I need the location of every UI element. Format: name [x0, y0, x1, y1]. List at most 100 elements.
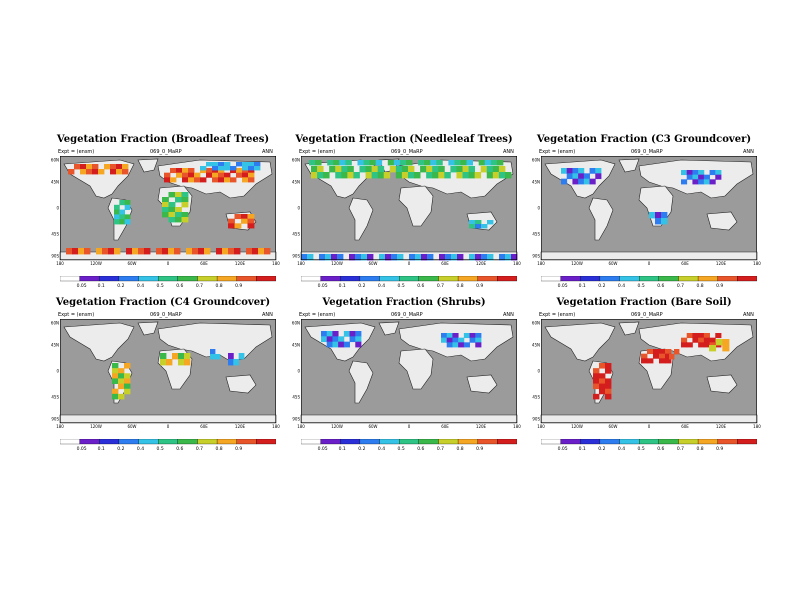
data-cell-boreal_belt — [341, 166, 348, 173]
data-cell-southeast_asia — [228, 359, 234, 366]
data-cell-boreal_belt — [420, 166, 427, 173]
data-cell-north_america — [326, 331, 333, 337]
colorbar-swatch — [599, 439, 620, 445]
data-cell-high_latitudes_north — [86, 164, 93, 170]
colorbar-tick-label: 0.2 — [358, 283, 365, 289]
colorbar-tick-label: 0.5 — [398, 283, 405, 289]
data-cell-high_arctic — [369, 160, 377, 166]
data-cell-antarctica_coast — [192, 248, 199, 255]
data-cell-north_america — [595, 173, 602, 180]
colorbar-swatch — [177, 439, 198, 445]
data-cell-antarctica_coast — [222, 248, 229, 255]
lat-tick-label: 60N — [51, 158, 59, 163]
lat-tick-label: 0 — [297, 206, 300, 211]
data-cell-tropics_south_america — [114, 219, 120, 225]
lat-tick-label: 45N — [532, 180, 540, 185]
colorbar-tick-label: 0.9 — [235, 283, 242, 289]
colorbar-tick-label: 0.7 — [196, 283, 203, 289]
data-cell-europe_asia_mid — [230, 168, 237, 174]
data-cell-antarctica_coast — [72, 248, 79, 255]
lon-tick-label: 120E — [716, 424, 727, 429]
data-cell-boreal_belt — [353, 172, 360, 179]
colorbar: 0.05 0.1 0.2 0.4 0.5 0.6 0.7 0.8 0.9 — [60, 276, 276, 289]
data-cell-central_asia — [452, 337, 459, 343]
data-cell-central_asia — [458, 342, 465, 348]
data-cell-siberia — [212, 166, 219, 171]
data-cell-boreal_belt — [468, 172, 476, 179]
data-cell-high_arctic — [375, 160, 383, 166]
data-cell-arabia — [669, 354, 675, 360]
data-cell-north_america — [566, 168, 573, 174]
data-cell-central_asia — [446, 337, 453, 343]
colorbar-swatch — [438, 439, 459, 445]
data-cell-europe_asia_mid — [218, 168, 225, 174]
lon-tick-label: 180 — [537, 424, 545, 429]
data-cell-south_america — [112, 388, 119, 395]
data-cell-high_latitudes_north — [92, 169, 99, 175]
lat-tick-label: 0 — [537, 206, 540, 211]
colorbar-swatch — [717, 276, 738, 282]
data-cell-china — [722, 339, 730, 346]
panel-title: Vegetation Fraction (Broadleaf Trees) — [56, 134, 270, 145]
data-cell-antarctica — [481, 254, 488, 261]
data-cell-north_america — [343, 331, 350, 337]
data-cell-north_america — [572, 168, 579, 174]
data-cell-china — [722, 345, 730, 352]
data-cell-south_america — [124, 383, 131, 390]
data-cell-high_latitudes_north — [116, 164, 123, 170]
lon-tick-label: 120E — [476, 261, 487, 266]
data-cell-australia — [247, 223, 255, 229]
lat-tick-label: 90S — [51, 417, 59, 422]
data-cell-boreal_belt — [395, 172, 403, 179]
colorbar-tick-label: 0.05 — [77, 446, 87, 452]
colorbar-tick-label: 0.8 — [696, 283, 703, 289]
data-cell-australia_south — [469, 224, 476, 229]
lon-tick-label: 60E — [200, 261, 208, 266]
data-cell-central_asia — [715, 170, 722, 176]
data-cell-high_latitudes_north — [80, 169, 87, 175]
data-cell-europe_asia_mid — [194, 177, 201, 183]
run-label: 069_0_MaRP — [150, 312, 182, 318]
data-cell-africa — [162, 212, 169, 218]
data-cell-high_arctic — [436, 160, 443, 166]
data-cell-central_asia — [709, 342, 716, 348]
data-cell-boreal_belt — [371, 166, 379, 173]
continent-antarctica — [540, 251, 758, 261]
lon-tick-label: 180 — [56, 424, 64, 429]
colorbar-tick-label: 0.5 — [638, 283, 645, 289]
data-cell-africa — [175, 192, 182, 198]
data-cell-central_asia — [681, 170, 688, 176]
data-cell-europe_asia_mid — [200, 177, 207, 183]
colorbar-tick-label: 0.4 — [618, 283, 625, 289]
data-cell-europe_asia_mid — [242, 177, 249, 183]
data-cell-boreal_belt — [504, 172, 512, 179]
data-cell-antarctica_coast — [258, 248, 265, 255]
data-cell-south_america — [593, 368, 600, 374]
data-cell-high_latitudes_north — [92, 164, 99, 170]
season-label: ANN — [503, 312, 514, 318]
map-frame — [301, 319, 517, 424]
lon-tick-label: 120E — [476, 424, 487, 429]
data-cell-south_america — [118, 383, 125, 390]
lat-tick-label: 90S — [532, 254, 540, 259]
colorbar-swatch — [359, 276, 380, 282]
colorbar-tick-label: 0.8 — [215, 283, 222, 289]
colorbar-swatch — [379, 439, 400, 445]
data-cell-antarctica_coast — [216, 248, 223, 255]
lon-tick-label: 60E — [681, 424, 689, 429]
data-cell-antarctica_coast — [114, 248, 121, 255]
data-cell-europe_asia_mid — [248, 172, 255, 178]
data-cell-southeast_asia — [233, 359, 240, 366]
colorbar-tick-label: 0.2 — [358, 446, 365, 452]
data-cell-antarctica_coast — [168, 248, 175, 255]
data-cell-antarctica — [361, 254, 368, 261]
data-cell-africa — [181, 197, 189, 203]
data-cell-antarctica — [355, 254, 362, 261]
colorbar-swatch — [236, 439, 257, 445]
data-cell-boreal_belt — [347, 166, 354, 173]
colorbar-swatch — [639, 439, 659, 445]
lat-tick-label: 90S — [532, 417, 540, 422]
data-cell-boreal_belt — [498, 166, 506, 173]
data-cell-central_asia — [446, 333, 453, 339]
data-cell-north_america — [338, 341, 345, 348]
